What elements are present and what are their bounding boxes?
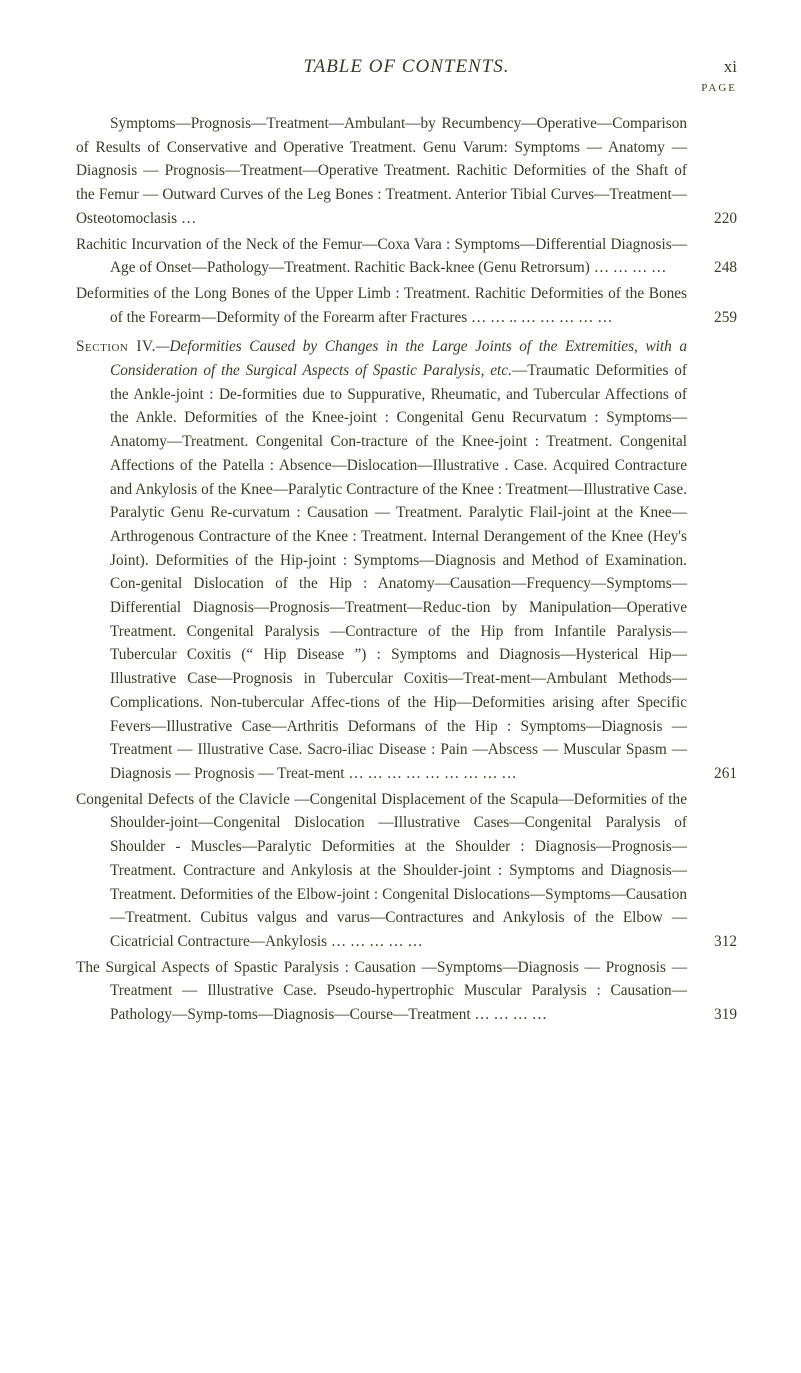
toc-entry-page: 259 xyxy=(695,306,737,330)
page-number: xi xyxy=(697,57,737,77)
toc-entry-page: 220 xyxy=(695,207,737,231)
toc-entry: The Surgical Aspects of Spastic Paralysi… xyxy=(76,956,737,1027)
page: TABLE OF CONTENTS. xi PAGE Symptoms—Prog… xyxy=(0,0,801,1373)
section-lead: Section IV. xyxy=(76,338,156,355)
toc-entry-page: 312 xyxy=(695,930,737,954)
toc-entry-page: 248 xyxy=(695,256,737,280)
toc-entry-text: Congenital Defects of the Clavicle —Cong… xyxy=(76,788,687,954)
toc-entry: Rachitic Incurvation of the Neck of the … xyxy=(76,233,737,280)
toc-entry-text: Rachitic Incurvation of the Neck of the … xyxy=(76,233,687,280)
toc-entry: Symptoms—Prognosis—Treatment—Ambulant—by… xyxy=(76,112,737,231)
running-title: TABLE OF CONTENTS. xyxy=(116,56,697,78)
toc-entry-page: 319 xyxy=(695,1003,737,1027)
toc-entry: Section IV.—Deformities Caused by Change… xyxy=(76,335,737,785)
toc-entries: Symptoms—Prognosis—Treatment—Ambulant—by… xyxy=(76,112,737,1027)
toc-entry-text: The Surgical Aspects of Spastic Paralysi… xyxy=(76,956,687,1027)
toc-entry: Congenital Defects of the Clavicle —Cong… xyxy=(76,788,737,954)
toc-entry-page: 261 xyxy=(695,762,737,786)
toc-entry-text: Symptoms—Prognosis—Treatment—Ambulant—by… xyxy=(76,112,687,231)
toc-entry-text: Deformities of the Long Bones of the Upp… xyxy=(76,282,687,329)
running-head: TABLE OF CONTENTS. xi xyxy=(76,56,737,78)
page-column-label: PAGE xyxy=(76,82,737,94)
section-body: —Traumatic Deformities of the Ankle-join… xyxy=(110,362,687,782)
toc-entry-text: Section IV.—Deformities Caused by Change… xyxy=(76,335,687,785)
toc-entry: Deformities of the Long Bones of the Upp… xyxy=(76,282,737,329)
